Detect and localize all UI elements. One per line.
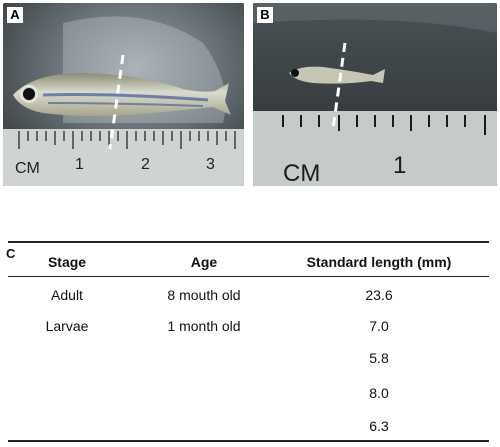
header-standard-length: Standard length (mm) (306, 254, 452, 270)
larva-body (289, 66, 385, 84)
table-header-bottom-rule (8, 276, 489, 277)
fish-eye (23, 88, 35, 100)
table-header-row: Stage Age Standard length (mm) (8, 254, 489, 272)
measure-line (108, 54, 125, 150)
ruler-unit: CM (15, 160, 40, 177)
table-bottom-rule (8, 440, 489, 442)
panel-label-b: B (257, 7, 273, 23)
ruler-ticks-b (282, 115, 486, 135)
header-age: Age (190, 254, 218, 270)
svg-text:1: 1 (393, 152, 406, 179)
photo-panel-a: CM 1 2 3 A (3, 3, 244, 186)
svg-text:3: 3 (206, 156, 215, 173)
panel-label-c: C (6, 246, 16, 261)
svg-text:1: 1 (75, 156, 84, 173)
panel-label-a: A (7, 7, 23, 23)
photo-panel-b: CM 1 B (253, 3, 497, 186)
table-row: Larvae 1 month old 7.0 (45, 318, 389, 334)
header-stage: Stage (47, 254, 87, 270)
table-row: 8.0 (369, 385, 389, 401)
table-row: 6.3 (369, 418, 389, 434)
ruler-ticks (18, 131, 236, 149)
adult-fish-photo: CM 1 2 3 (3, 3, 244, 186)
svg-text:2: 2 (141, 156, 150, 173)
table-row: Adult 8 mouth old 23.6 (51, 287, 393, 303)
table-header-top-rule (8, 241, 489, 243)
larva-fish-photo: CM 1 (253, 3, 497, 186)
ruler-unit-b: CM (283, 160, 320, 186)
table-row: 5.8 (369, 350, 389, 366)
